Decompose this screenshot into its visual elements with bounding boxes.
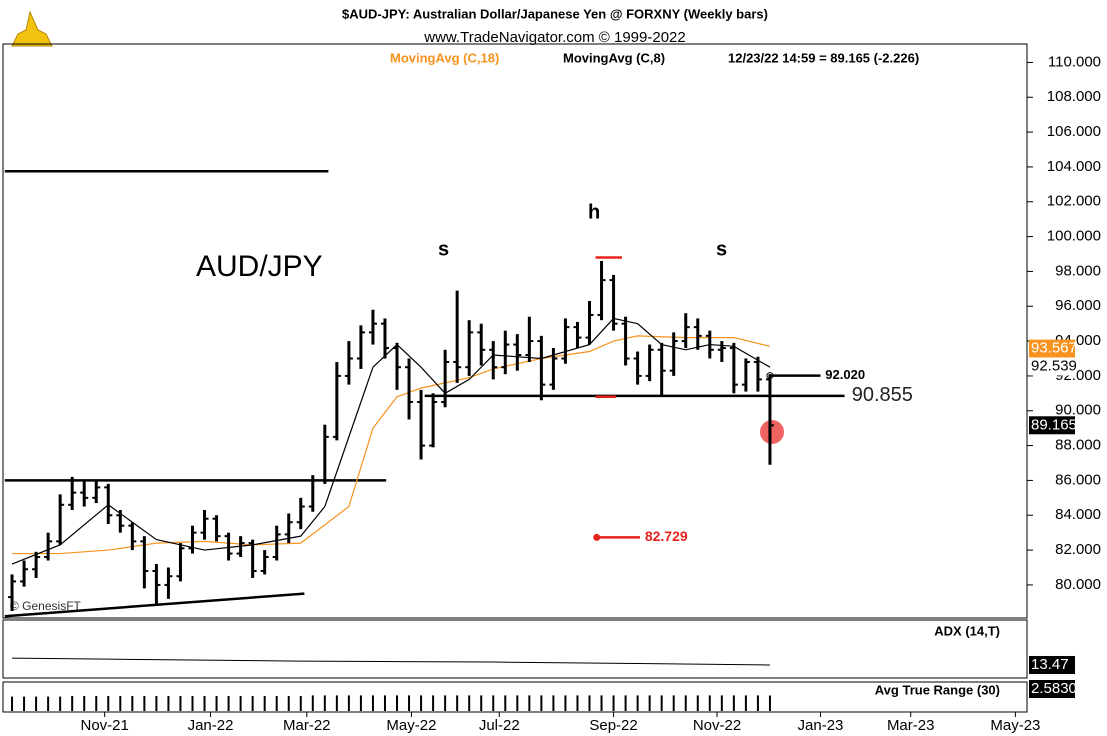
price-tag-label: 93.567 xyxy=(1031,340,1077,357)
y-tick-label: 80.000 xyxy=(1055,576,1101,593)
quote: 12/23/22 14:59 = 89.165 (-2.226) xyxy=(728,50,919,65)
level-label: 90.855 xyxy=(852,384,913,406)
price-tag xyxy=(1029,416,1075,435)
y-tick-label: 96.000 xyxy=(1055,297,1101,314)
watermark: © GenesisFT xyxy=(10,599,82,613)
y-tick-label: 90.000 xyxy=(1055,402,1101,419)
x-tick-label: Jan-23 xyxy=(798,717,844,734)
atr-tag xyxy=(1029,680,1075,698)
x-tick-label: Mar-23 xyxy=(887,717,935,734)
x-tick-label: Nov-22 xyxy=(693,717,741,734)
price-tag xyxy=(1029,357,1075,376)
chart-title: $AUD-JPY: Australian Dollar/Japanese Yen… xyxy=(342,6,768,21)
atr-tag-label: 2.5830 xyxy=(1031,680,1077,697)
pattern-label: s xyxy=(716,238,727,260)
pattern-label: h xyxy=(588,201,600,223)
y-tick-label: 84.000 xyxy=(1055,506,1101,523)
level-label: 82.729 xyxy=(645,528,688,544)
adx-tag xyxy=(1029,655,1075,674)
legend-ma18: MovingAvg (C,18) xyxy=(390,50,499,65)
price-tag xyxy=(1029,339,1075,358)
y-tick-label: 102.000 xyxy=(1047,193,1101,210)
x-tick-label: Jul-22 xyxy=(479,717,520,734)
y-tick-label: 100.000 xyxy=(1047,228,1101,245)
y-tick-label: 104.000 xyxy=(1047,158,1101,175)
x-tick-label: Jan-22 xyxy=(188,717,234,734)
price-tag-label: 92.539 xyxy=(1031,357,1077,374)
y-tick-label: 110.000 xyxy=(1048,53,1101,70)
x-tick-label: Sep-22 xyxy=(589,717,637,734)
chart-subtitle: www.TradeNavigator.com © 1999-2022 xyxy=(423,29,685,46)
adx-tag-label: 13.47 xyxy=(1031,656,1069,673)
y-tick-label: 106.000 xyxy=(1047,123,1101,140)
x-tick-label: Mar-22 xyxy=(283,717,331,734)
adx-line xyxy=(12,657,770,666)
price-tag-label: 89.165 xyxy=(1031,416,1077,433)
price-panel xyxy=(2,43,1028,619)
legend-ma8: MovingAvg (C,8) xyxy=(563,50,665,65)
atr-title: Avg True Range (30) xyxy=(875,682,1000,697)
pattern-label: s xyxy=(438,238,449,260)
highlight-dot xyxy=(760,420,784,444)
adx-panel xyxy=(2,619,1028,679)
y-tick-label: 108.000 xyxy=(1047,88,1101,105)
atr-panel xyxy=(2,681,1028,713)
y-tick-label: 86.000 xyxy=(1055,471,1101,488)
chart-label: AUD/JPY xyxy=(196,250,323,283)
level-dot xyxy=(593,533,601,541)
adx-title: ADX (14,T) xyxy=(934,623,1000,638)
x-tick-label: May-23 xyxy=(990,717,1040,734)
y-tick-label: 98.000 xyxy=(1055,262,1101,279)
y-tick-label: 88.000 xyxy=(1055,437,1101,454)
x-tick-label: Nov-21 xyxy=(80,717,128,734)
annotation-line xyxy=(4,592,305,618)
y-tick-label: 82.000 xyxy=(1055,541,1101,558)
x-tick-label: May-22 xyxy=(386,717,436,734)
level-label: 92.020 xyxy=(825,367,865,382)
